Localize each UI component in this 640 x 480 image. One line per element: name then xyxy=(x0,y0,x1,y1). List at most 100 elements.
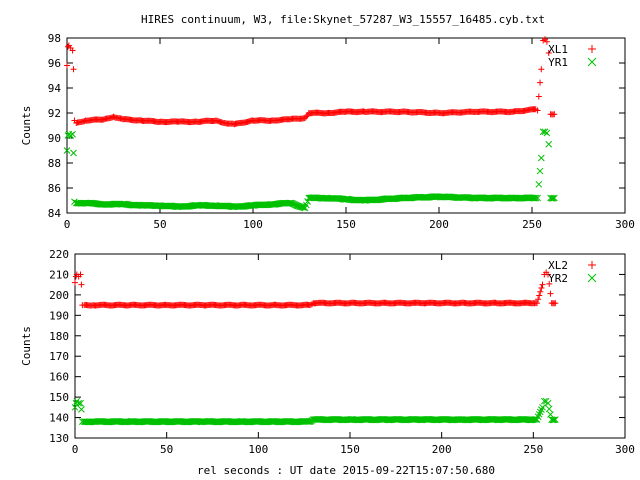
x-tick-label: 250 xyxy=(523,443,543,456)
series-XL2 xyxy=(72,269,559,309)
data-point xyxy=(539,403,546,411)
legend-label: XL2 xyxy=(548,259,568,272)
series-YR1 xyxy=(63,128,558,212)
data-point xyxy=(549,416,557,424)
y-tick-label: 94 xyxy=(48,82,62,95)
data-point xyxy=(535,93,542,100)
legend-marker xyxy=(587,57,597,67)
legend-marker xyxy=(588,45,596,53)
x-tick-label: 150 xyxy=(336,218,356,231)
data-point xyxy=(538,66,545,73)
data-point xyxy=(534,194,541,202)
data-point xyxy=(70,66,77,73)
data-point xyxy=(547,411,554,418)
data-point xyxy=(537,288,544,295)
data-point xyxy=(69,130,76,138)
data-point xyxy=(536,167,544,175)
legend-label: XL1 xyxy=(548,43,568,56)
data-point xyxy=(534,300,540,307)
data-point xyxy=(299,203,307,211)
y-tick-label: 190 xyxy=(49,309,69,322)
data-point xyxy=(70,149,77,157)
chart-title: HIRES continuum, W3, file:Skynet_57287_W… xyxy=(141,13,545,26)
data-point xyxy=(539,281,546,288)
x-tick-label: 0 xyxy=(72,443,79,456)
data-point xyxy=(63,147,71,154)
data-point xyxy=(75,399,83,407)
y-tick-label: 220 xyxy=(49,248,69,261)
y-tick-label: 98 xyxy=(48,32,61,45)
y-tick-label: 210 xyxy=(49,268,69,281)
x-tick-label: 0 xyxy=(64,218,71,231)
data-point xyxy=(545,50,552,56)
data-point xyxy=(543,129,551,137)
data-point xyxy=(549,194,557,202)
data-point xyxy=(78,281,85,288)
y-tick-label: 86 xyxy=(48,182,61,195)
legend-label: YR1 xyxy=(548,56,568,69)
x-tick-label: 300 xyxy=(615,218,635,231)
y-tick-label: 200 xyxy=(49,289,69,302)
data-point xyxy=(72,279,78,286)
x-tick-label: 250 xyxy=(522,218,542,231)
data-point xyxy=(548,194,556,202)
x-axis-label: rel seconds : UT date 2015-09-22T15:07:5… xyxy=(197,464,495,477)
y-tick-label: 92 xyxy=(48,107,61,120)
x-tick-label: 50 xyxy=(160,443,173,456)
data-point xyxy=(534,107,541,114)
series-YR2 xyxy=(71,397,559,426)
data-point xyxy=(64,43,71,50)
x-tick-label: 150 xyxy=(340,443,360,456)
x-tick-label: 100 xyxy=(248,443,268,456)
data-point xyxy=(546,280,553,287)
data-point xyxy=(545,140,553,148)
series-XL1 xyxy=(64,36,558,128)
data-point xyxy=(537,79,544,86)
legend-marker xyxy=(588,261,596,269)
data-point xyxy=(535,296,542,303)
data-point xyxy=(550,194,558,202)
y-tick-label: 90 xyxy=(48,132,61,145)
data-point xyxy=(551,111,558,118)
y-tick-label: 170 xyxy=(49,350,69,363)
data-point xyxy=(64,62,70,69)
y-tick-label: 96 xyxy=(48,57,61,70)
y-tick-label: 88 xyxy=(48,157,61,170)
legend-label: YR2 xyxy=(548,272,568,285)
x-tick-label: 50 xyxy=(153,218,166,231)
data-point xyxy=(537,154,545,162)
data-point xyxy=(543,38,550,45)
data-point xyxy=(539,128,547,136)
data-point xyxy=(538,284,545,291)
legend-marker xyxy=(587,273,597,283)
data-point xyxy=(77,271,84,278)
y-tick-label: 160 xyxy=(49,371,69,384)
x-tick-label: 200 xyxy=(429,218,449,231)
data-point xyxy=(536,292,543,299)
y-tick-label: 150 xyxy=(49,391,69,404)
data-point xyxy=(551,416,559,423)
data-point xyxy=(544,399,552,407)
data-point xyxy=(77,399,84,407)
y-tick-label: 84 xyxy=(48,207,62,220)
data-point xyxy=(545,271,551,278)
y-axis-label: Counts xyxy=(20,326,33,366)
data-point xyxy=(545,405,553,413)
y-axis-label: Counts xyxy=(20,106,33,146)
data-point xyxy=(540,397,548,405)
data-point xyxy=(531,194,538,202)
data-point xyxy=(535,180,543,188)
y-tick-label: 180 xyxy=(49,330,69,343)
x-tick-label: 200 xyxy=(432,443,452,456)
data-point xyxy=(69,47,76,54)
bottom-panel: 130 140 150 160 170 180 190 200 210 220 0 50 100 150 2… xyxy=(20,248,635,456)
top-panel: 84 86 88 90 92 94 96 98 0 50 100 150 200 250 300 Counts… xyxy=(20,32,635,231)
y-tick-label: 130 xyxy=(49,432,69,445)
data-point xyxy=(547,290,554,297)
data-point xyxy=(532,194,540,202)
data-point xyxy=(78,406,85,413)
data-point xyxy=(552,300,559,307)
data-point xyxy=(550,416,558,424)
x-tick-label: 300 xyxy=(615,443,635,456)
